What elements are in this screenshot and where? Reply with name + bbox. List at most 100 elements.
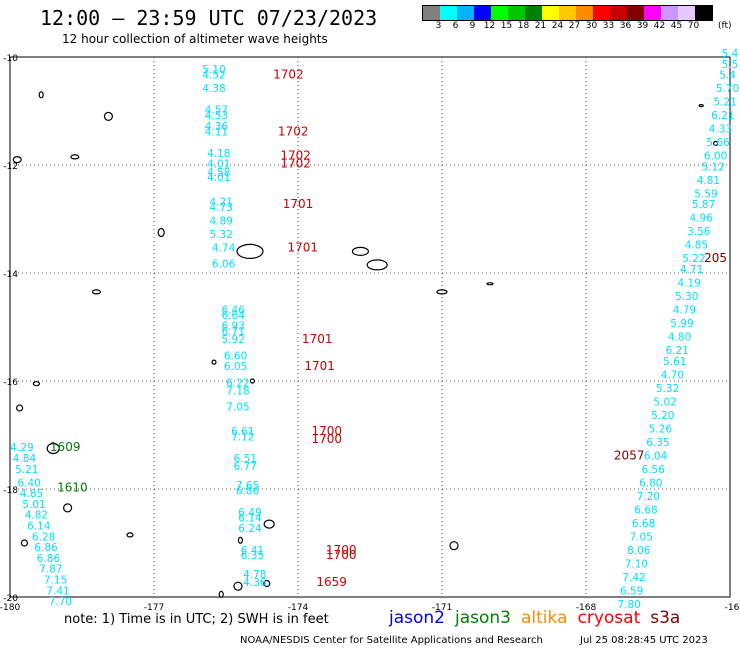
lat-tick-label: -18 [3,486,18,496]
wave-height-value: 5.12 [702,161,725,173]
wave-height-value: 5.10 [202,64,225,76]
lat-tick-label: -10 [3,54,18,64]
island-outline [486,282,494,286]
color-swatch [576,6,593,20]
island-outline [698,103,704,108]
island-outline [32,381,41,387]
wave-height-value: 5.59 [694,188,717,200]
wave-height-value: 4.36 [243,577,267,589]
wave-height-value: 4.80 [668,332,691,344]
color-scale-label: 24 [551,21,564,31]
wave-height-value: 4.38 [202,83,225,95]
wave-height-value: 6.86 [236,485,260,497]
color-scale-label: 36 [619,21,632,31]
wave-height-value: 7.18 [226,386,249,398]
color-swatch [678,6,695,20]
satellite-legend-item: altika [521,608,568,628]
island-outline [351,246,369,256]
color-scale-label: 6 [452,21,459,31]
pass-time-label: 1700 [326,548,357,562]
wave-height-value: 4.71 [680,264,703,276]
wave-height-value: 5.87 [692,199,715,211]
color-swatch [661,6,678,20]
wave-height-value: 6.14 [27,521,51,533]
wave-height-value: 4.85 [20,488,43,500]
island-outline [712,140,719,146]
color-swatch [593,6,610,20]
color-swatch [491,6,508,20]
wave-height-value: 4.84 [13,453,37,465]
pass-time-label: 205 [704,251,727,265]
island-outline [436,289,448,295]
wave-height-value: 6.61 [231,426,254,438]
wave-height-value: 7.41 [46,585,69,597]
wave-height-value: 7.70 [49,596,72,608]
wave-height-value: 5.01 [22,499,45,511]
pass-time-label: 1701 [302,332,333,346]
wave-height-value: 4.85 [685,240,708,252]
satellite-legend-item: s3a [650,608,681,628]
color-scale-label: 39 [636,21,649,31]
lon-tick-label: -177 [144,603,164,613]
pass-time-label: 1700 [312,432,343,446]
map-title: 12:00 – 23:59 UTC 07/23/2023 [40,6,378,30]
wave-height-value: 6.68 [632,518,655,530]
wave-height-value: 6.86 [34,542,58,554]
lon-tick-label: -16 [725,603,740,613]
island-outline [236,243,264,259]
wave-height-value: 4.01 [207,172,230,184]
color-scale-label: 42 [653,21,666,31]
wave-height-value: 4.57 [205,105,228,117]
wave-height-value: 5.26 [649,423,673,435]
color-scale-label: 21 [534,21,547,31]
wave-height-value: 5.4 [719,70,736,82]
wave-height-value: 4.58 [207,167,230,179]
island-outline [103,111,114,122]
wave-height-value: 5.32 [210,229,233,241]
color-scale-label: 9 [469,21,476,31]
color-swatch [423,6,440,20]
wave-height-value: 6.21 [711,110,734,122]
wave-height-value: 6.64 [222,310,246,322]
wave-height-value: 4.78 [243,569,266,581]
wave-height-value: 5.21 [714,97,737,109]
pass-time-label: 1702 [280,157,311,171]
wave-height-value: 6.28 [32,531,55,543]
wave-height-value: 7.05 [226,402,249,414]
color-swatch [559,6,576,20]
wave-height-value: 4.52 [202,70,225,82]
wave-height-value: 5.30 [675,291,698,303]
wave-height-value: 5.22 [682,253,705,265]
wave-height-value: 4.21 [210,197,233,209]
wave-height-value: 4.29 [10,442,33,454]
wave-height-value: 5.99 [670,318,693,330]
color-swatch [695,6,712,20]
island-outline [263,579,271,588]
wave-height-value: 6.93 [222,321,245,333]
pass-time-label: 1701 [283,197,314,211]
color-scale-label: 3 [435,21,442,31]
pass-time-label: 1700 [326,543,357,557]
footer-generated-time: Jul 25 08:28:45 UTC 2023 [580,635,708,646]
wave-height-value: 6.05 [224,361,247,373]
lon-tick-label: -180 [0,603,20,613]
island-outline [91,289,102,295]
color-scale-label: 33 [602,21,615,31]
color-swatch [627,6,644,20]
wave-height-value: 4.89 [210,215,233,227]
wave-height-value: 6.86 [37,553,61,565]
island-outline [249,378,255,384]
island-outline [211,359,217,365]
wave-height-value: 4.82 [25,510,48,522]
island-outline [12,156,22,164]
wave-height-value: 6.60 [224,350,247,362]
wave-height-value: 6.40 [18,477,41,489]
color-swatch [542,6,559,20]
color-scale-unit: (ft) [718,21,732,31]
wave-height-value: 6.21 [666,345,689,357]
wave-height-value: 6.04 [644,450,668,462]
color-scale-label: 18 [517,21,530,31]
wave-height-value: 4.96 [690,213,714,225]
lon-tick-label: -168 [576,603,597,613]
wave-height-value: 5.61 [663,356,686,368]
